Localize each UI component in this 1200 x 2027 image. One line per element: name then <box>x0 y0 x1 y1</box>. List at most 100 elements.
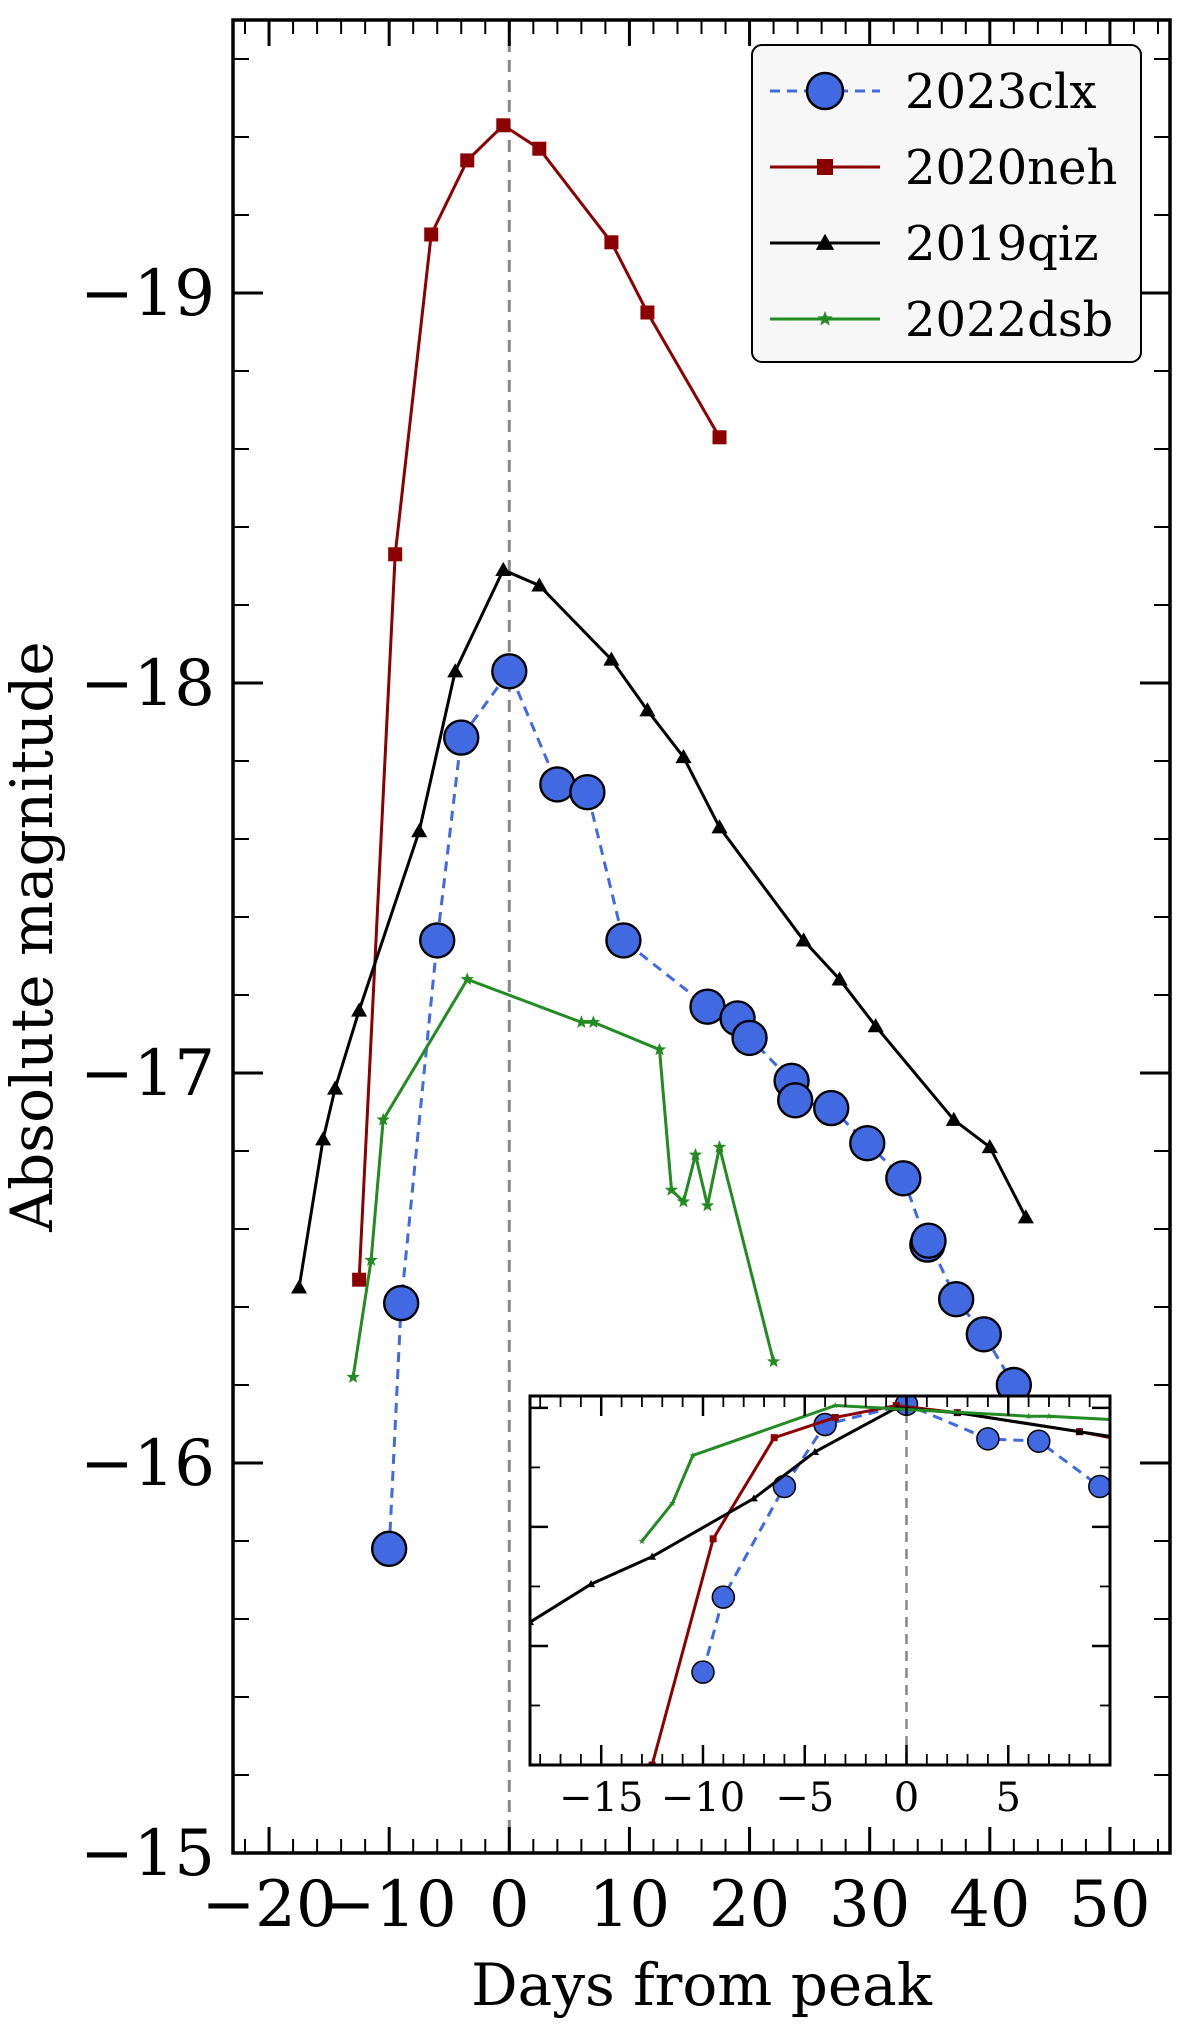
inset-data-point <box>709 1535 717 1543</box>
data-point <box>388 547 403 562</box>
x-axis-label: Days from peak <box>471 1951 933 2019</box>
data-point <box>419 922 456 959</box>
inset-data-point <box>711 1585 736 1609</box>
legend-entry-2019qiz: 2019qiz <box>770 216 1099 272</box>
data-point <box>531 577 548 592</box>
data-point <box>700 1198 715 1212</box>
data-point <box>574 1015 589 1028</box>
data-point <box>1017 1209 1034 1224</box>
data-point <box>981 1139 998 1154</box>
series-2020neh <box>352 118 727 1287</box>
inset-data-point <box>831 1402 839 1409</box>
series-line-2019qiz <box>297 567 1028 1288</box>
inset-x-tick-label: −5 <box>775 1775 834 1821</box>
inset-data-point <box>770 1434 778 1442</box>
data-point <box>532 141 547 156</box>
inset-data-point <box>689 1452 697 1459</box>
inset-data-point <box>1027 1429 1051 1454</box>
inset-data-point <box>587 1580 596 1588</box>
data-point <box>639 702 656 717</box>
inset-data-point <box>976 1427 1000 1451</box>
data-point <box>795 932 812 947</box>
inset-axes: −15 −10 −5 0 5 <box>528 1394 1112 1821</box>
inset-data-point <box>1088 1474 1110 1499</box>
series-2023clx <box>370 653 1033 1567</box>
x-tick-label: 0 <box>489 1868 530 1942</box>
data-point <box>604 235 619 250</box>
data-point <box>831 971 848 986</box>
data-point <box>327 1080 344 1095</box>
legend-marker <box>805 71 845 111</box>
inset-data-point <box>772 1474 797 1499</box>
legend-entry-2022dsb: 2022dsb <box>770 292 1113 348</box>
x-tick-label: 30 <box>829 1868 910 1942</box>
data-point <box>586 1015 601 1028</box>
y-tick-label: −16 <box>80 1427 215 1501</box>
data-point <box>352 1272 367 1287</box>
data-point <box>712 430 727 445</box>
y-tick-label: −18 <box>80 647 215 721</box>
data-point <box>495 561 512 576</box>
data-point <box>491 653 528 690</box>
inset-frame <box>528 1394 1112 1767</box>
inset-plot-area <box>530 1396 1110 1765</box>
inset-data-point <box>648 1761 656 1765</box>
inset-data-point <box>638 1537 646 1545</box>
data-point <box>460 972 474 986</box>
data-point <box>937 1281 975 1318</box>
data-point <box>603 651 620 666</box>
data-point <box>460 153 475 168</box>
data-point <box>351 1002 368 1017</box>
data-point <box>539 766 576 803</box>
data-point <box>813 1089 850 1127</box>
x-tick-label: −10 <box>322 1868 457 1942</box>
series-2022dsb <box>346 972 781 1383</box>
inset-data-point <box>1045 1412 1053 1420</box>
inset-x-tick-label: 0 <box>894 1775 919 1821</box>
inset-data-point <box>648 1552 657 1560</box>
data-point <box>346 1370 360 1383</box>
inset-x-tick-label: −10 <box>661 1775 745 1821</box>
data-point <box>712 1140 727 1153</box>
x-tick-label: 40 <box>949 1868 1030 1942</box>
legend-entry-2023clx: 2023clx <box>770 64 1096 120</box>
data-point <box>676 1194 691 1208</box>
inset-data-point <box>669 1499 676 1506</box>
inset-x-tick-label: 5 <box>996 1775 1021 1821</box>
data-point <box>443 719 480 756</box>
data-point <box>910 1222 947 1259</box>
legend-marker <box>817 311 833 326</box>
data-point <box>315 1131 332 1146</box>
data-point <box>291 1279 308 1294</box>
legend-marker <box>815 233 835 250</box>
legend-box <box>751 44 1142 363</box>
data-point <box>640 305 655 320</box>
inset-data-point <box>1025 1412 1032 1420</box>
x-tick-label: −20 <box>202 1868 337 1942</box>
data-point <box>766 1354 781 1368</box>
series-2019qiz <box>291 561 1034 1294</box>
data-point <box>370 1530 408 1567</box>
inset-data-point <box>1075 1427 1084 1435</box>
data-point <box>945 1111 962 1126</box>
data-point <box>711 819 728 834</box>
legend: 2023clx 2020neh 2019qiz 2022dsb <box>751 44 1142 363</box>
y-tick-label: −15 <box>80 1817 215 1891</box>
data-point <box>867 1018 884 1033</box>
legend-label: 2023clx <box>905 64 1096 120</box>
inset-data-point <box>691 1660 715 1684</box>
data-point <box>496 118 511 133</box>
x-tick-label: 10 <box>589 1868 670 1942</box>
data-point <box>688 1147 703 1161</box>
data-point <box>364 1253 378 1266</box>
legend-entry-2020neh: 2020neh <box>770 140 1117 196</box>
inset-data-point <box>831 1413 839 1421</box>
inset-data-point <box>810 1447 819 1455</box>
data-point <box>652 1042 667 1056</box>
data-point <box>376 1112 390 1126</box>
legend-marker <box>817 159 833 175</box>
data-point <box>731 1019 768 1057</box>
legend-label: 2020neh <box>905 140 1117 196</box>
data-point <box>885 1160 922 1197</box>
